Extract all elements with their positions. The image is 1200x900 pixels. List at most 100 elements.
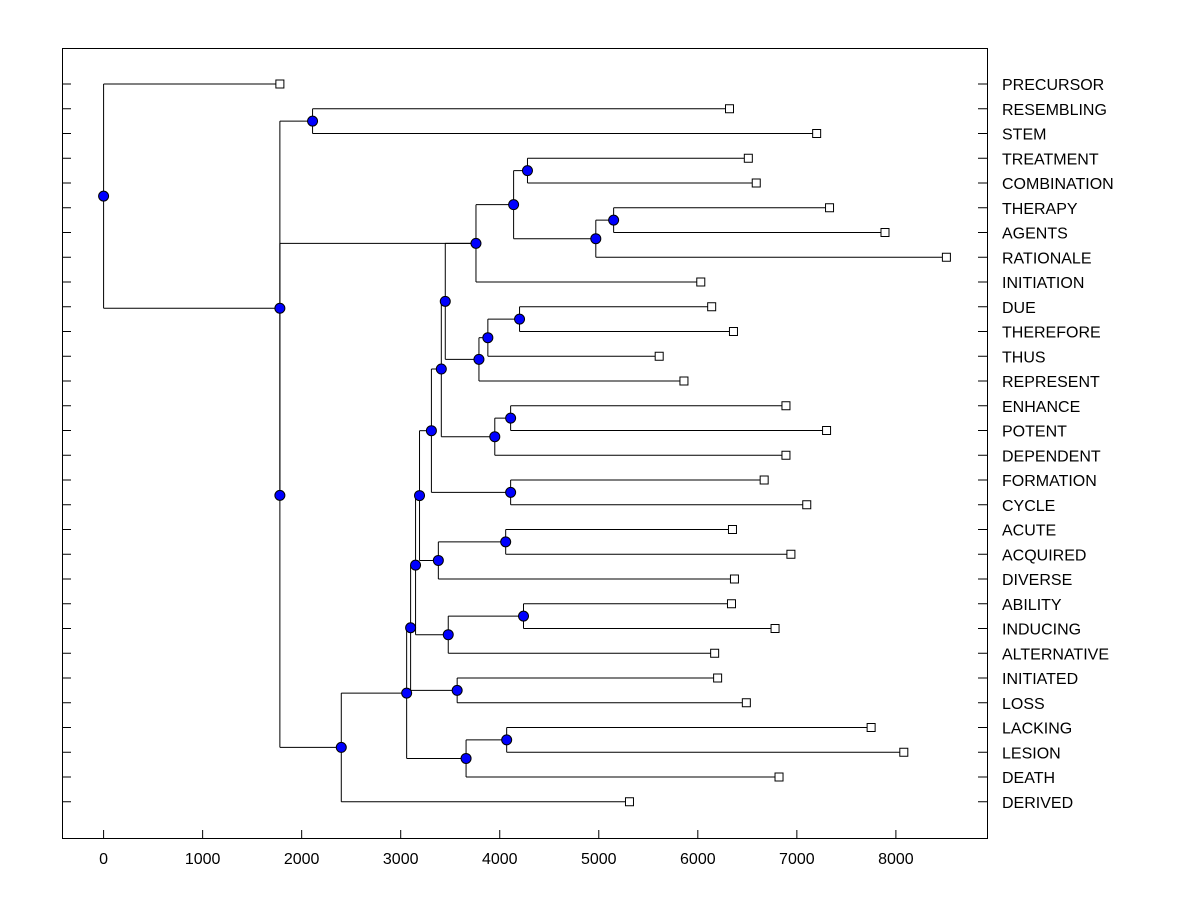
leaf-marker (774, 772, 784, 782)
leaf-marker (713, 673, 723, 683)
merge-node (274, 489, 286, 501)
leaf-label-acute: ACUTE (1002, 523, 1056, 540)
leaf-marker (729, 574, 739, 584)
leaf-labels: PRECURSOR RESEMBLING STEM TREATMENT COMBINAT… (1002, 77, 1114, 812)
leaf-label-thus: THUS (1002, 349, 1046, 366)
leaf-marker (822, 426, 832, 435)
x-tick-label: 3000 (383, 851, 419, 868)
leaf-marker (786, 549, 796, 559)
leaf-label-resembling: RESEMBLING (1002, 102, 1107, 119)
leaf-marker (812, 129, 822, 138)
leaf-label-potent: POTENT (1002, 424, 1067, 441)
leaf-label-alternative: ALTERNATIVE (1002, 646, 1109, 663)
leaf-marker (624, 797, 634, 807)
leaf-marker (726, 599, 736, 609)
leaf-marker (275, 79, 285, 89)
leaf-marker (727, 525, 737, 534)
merge-node (482, 332, 494, 344)
leaf-label-treatment: TREATMENT (1002, 151, 1099, 168)
merge-node (508, 199, 520, 211)
leaf-marker (696, 277, 706, 287)
dendrogram-branches (103, 83, 947, 803)
leaf-label-precursor: PRECURSOR (1002, 77, 1104, 94)
leaf-marker (759, 475, 769, 485)
leaf-label-therapy: THERAPY (1002, 201, 1078, 218)
merge-node (410, 559, 422, 571)
merge-node (500, 536, 512, 548)
leaf-marker (802, 500, 812, 510)
leaf-label-ability: ABILITY (1002, 597, 1062, 614)
leaf-marker (899, 747, 909, 757)
merge-node (505, 486, 517, 498)
merge-node (405, 622, 417, 634)
merge-node (274, 302, 286, 314)
leaf-label-formation: FORMATION (1002, 473, 1097, 490)
merge-node (307, 115, 319, 127)
leaf-label-acquired: ACQUIRED (1002, 547, 1086, 564)
leaf-marker (654, 351, 664, 361)
leaf-marker (743, 153, 753, 163)
leaf-label-represent: REPRESENT (1002, 374, 1100, 391)
leaf-label-enhance: ENHANCE (1002, 399, 1080, 416)
x-tick-label: 5000 (581, 851, 617, 868)
leaf-marker (770, 624, 780, 633)
leaf-marker (825, 203, 835, 213)
leaf-label-lacking: LACKING (1002, 721, 1072, 738)
merge-node (501, 734, 513, 746)
leaf-label-diverse: DIVERSE (1002, 572, 1072, 589)
leaf-marker (679, 376, 689, 386)
leaf-label-inducing: INDUCING (1002, 622, 1081, 639)
leaf-label-combination: COMBINATION (1002, 176, 1114, 193)
x-tick-label: 1000 (185, 851, 221, 868)
merge-node (414, 490, 426, 502)
leaf-label-stem: STEM (1002, 127, 1046, 144)
x-tick-label: 6000 (680, 851, 716, 868)
axis-ticks (62, 83, 987, 838)
x-tick-label: 4000 (482, 851, 518, 868)
merge-node (439, 295, 451, 307)
merge-node (98, 190, 110, 202)
merge-node (401, 687, 413, 699)
leaf-label-initiation: INITIATION (1002, 275, 1084, 292)
x-tick-labels: 0 1000 2000 3000 4000 5000 6000 7000 8000 (99, 851, 914, 868)
leaf-label-therefore: THEREFORE (1002, 325, 1101, 342)
merge-node (442, 629, 454, 641)
leaf-markers (275, 79, 951, 807)
x-tick-label: 8000 (878, 851, 914, 868)
merge-node (432, 554, 444, 566)
plot-frame (62, 48, 988, 839)
merge-node (470, 237, 482, 249)
leaf-marker (710, 648, 720, 658)
merge-node (460, 752, 472, 764)
leaf-label-initiated: INITIATED (1002, 671, 1078, 688)
leaf-label-due: DUE (1002, 300, 1036, 317)
merge-node (335, 741, 347, 753)
leaf-marker (751, 178, 761, 188)
leaf-marker (880, 228, 890, 237)
leaf-marker (728, 327, 738, 336)
leaf-label-death: DEATH (1002, 770, 1055, 787)
leaf-marker (781, 450, 791, 460)
merge-node (590, 233, 602, 245)
merge-node (425, 425, 437, 437)
leaf-marker (866, 723, 876, 732)
merge-node (521, 165, 533, 177)
x-tick-label: 2000 (284, 851, 320, 868)
leaf-label-agents: AGENTS (1002, 226, 1068, 243)
merge-node (435, 363, 447, 375)
leaf-label-loss: LOSS (1002, 696, 1045, 713)
merge-node (489, 431, 501, 443)
leaf-marker (781, 401, 791, 411)
merge-nodes (98, 115, 620, 764)
merge-node (518, 610, 530, 622)
leaf-label-cycle: CYCLE (1002, 498, 1055, 515)
merge-node (514, 313, 526, 325)
leaf-label-rationale: RATIONALE (1002, 250, 1092, 267)
leaf-label-lesion: LESION (1002, 745, 1061, 762)
leaf-marker (725, 104, 735, 114)
x-tick-label: 7000 (779, 851, 815, 868)
leaf-label-derived: DERIVED (1002, 795, 1073, 812)
leaf-marker (707, 302, 717, 312)
leaf-marker (941, 252, 951, 262)
